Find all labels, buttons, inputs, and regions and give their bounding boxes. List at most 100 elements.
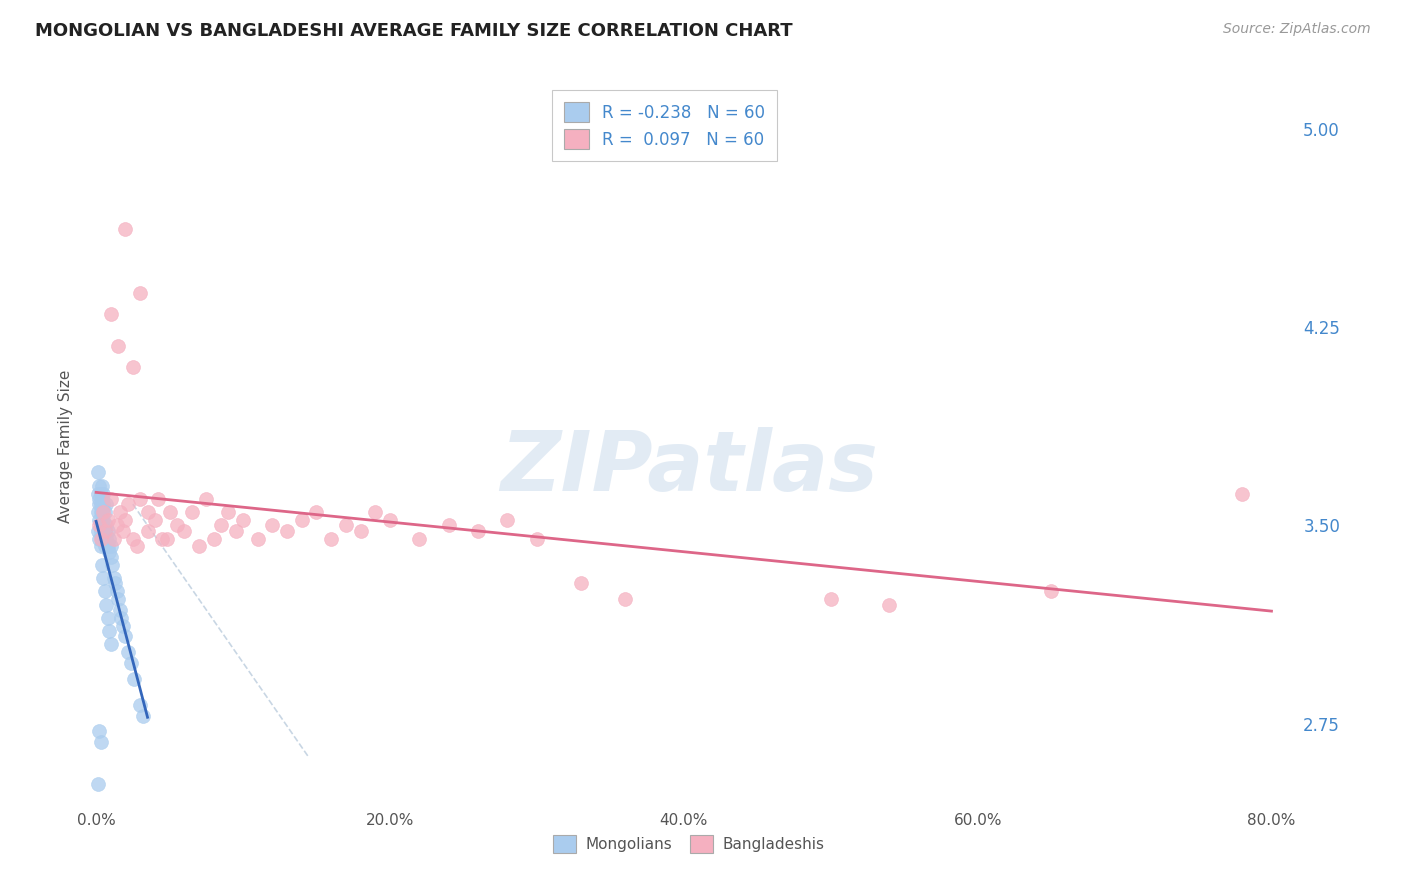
Point	[91, 491, 114, 506]
Point	[262, 518, 284, 533]
Point	[117, 645, 139, 659]
Point	[188, 540, 211, 554]
Point	[349, 524, 371, 538]
Point	[96, 598, 118, 612]
Point	[97, 611, 120, 625]
Point	[87, 491, 110, 506]
Point	[108, 603, 131, 617]
Point	[132, 708, 155, 723]
Point	[225, 524, 247, 538]
Point	[1230, 486, 1253, 500]
Point	[100, 491, 122, 506]
Point	[89, 497, 111, 511]
Point	[97, 524, 120, 538]
Point	[86, 486, 108, 500]
Point	[291, 513, 314, 527]
Point	[98, 545, 121, 559]
Point	[156, 532, 179, 546]
Point	[97, 540, 120, 554]
Point	[96, 497, 118, 511]
Point	[100, 307, 122, 321]
Point	[321, 532, 343, 546]
Point	[526, 532, 548, 546]
Point	[114, 629, 136, 643]
Point	[86, 777, 108, 791]
Point	[820, 592, 842, 607]
Point	[98, 624, 121, 638]
Point	[94, 524, 117, 538]
Point	[114, 222, 136, 236]
Point	[159, 505, 181, 519]
Point	[276, 524, 298, 538]
Point	[100, 637, 122, 651]
Point	[496, 513, 519, 527]
Point	[127, 540, 149, 554]
Point	[110, 611, 132, 625]
Point	[91, 518, 114, 533]
Point	[146, 491, 169, 506]
Point	[614, 592, 637, 607]
Point	[94, 524, 117, 538]
Point	[93, 505, 115, 519]
Point	[105, 518, 128, 533]
Point	[437, 518, 460, 533]
Point	[129, 491, 152, 506]
Point	[89, 518, 111, 533]
Point	[114, 513, 136, 527]
Point	[467, 524, 489, 538]
Point	[136, 524, 159, 538]
Point	[364, 505, 387, 519]
Point	[378, 513, 401, 527]
Point	[120, 656, 142, 670]
Point	[101, 558, 124, 572]
Point	[879, 598, 901, 612]
Point	[166, 518, 188, 533]
Point	[86, 466, 108, 480]
Point	[87, 497, 110, 511]
Point	[87, 532, 110, 546]
Point	[91, 505, 114, 519]
Point	[143, 513, 166, 527]
Point	[111, 524, 134, 538]
Point	[195, 491, 218, 506]
Point	[173, 524, 195, 538]
Point	[87, 724, 110, 739]
Point	[94, 584, 117, 599]
Point	[107, 338, 129, 352]
Point	[91, 558, 114, 572]
Point	[121, 532, 143, 546]
Point	[93, 571, 115, 585]
Point	[217, 505, 239, 519]
Point	[305, 505, 328, 519]
Point	[89, 735, 111, 749]
Point	[89, 540, 111, 554]
Text: Source: ZipAtlas.com: Source: ZipAtlas.com	[1223, 22, 1371, 37]
Point	[93, 532, 115, 546]
Point	[107, 592, 129, 607]
Text: ZIPatlas: ZIPatlas	[501, 427, 877, 508]
Point	[105, 584, 128, 599]
Point	[209, 518, 232, 533]
Point	[232, 513, 254, 527]
Point	[111, 618, 134, 632]
Point	[87, 518, 110, 533]
Point	[136, 505, 159, 519]
Point	[89, 532, 111, 546]
Point	[1040, 584, 1063, 599]
Point	[96, 532, 118, 546]
Point	[408, 532, 430, 546]
Point	[246, 532, 269, 546]
Point	[129, 698, 152, 712]
Point	[93, 497, 115, 511]
Point	[103, 571, 125, 585]
Point	[180, 505, 202, 519]
Point	[87, 513, 110, 527]
Point	[117, 497, 139, 511]
Point	[96, 518, 118, 533]
Point	[569, 576, 592, 591]
Point	[97, 513, 120, 527]
Point	[100, 540, 122, 554]
Point	[103, 532, 125, 546]
Point	[87, 478, 110, 492]
Point	[93, 486, 115, 500]
